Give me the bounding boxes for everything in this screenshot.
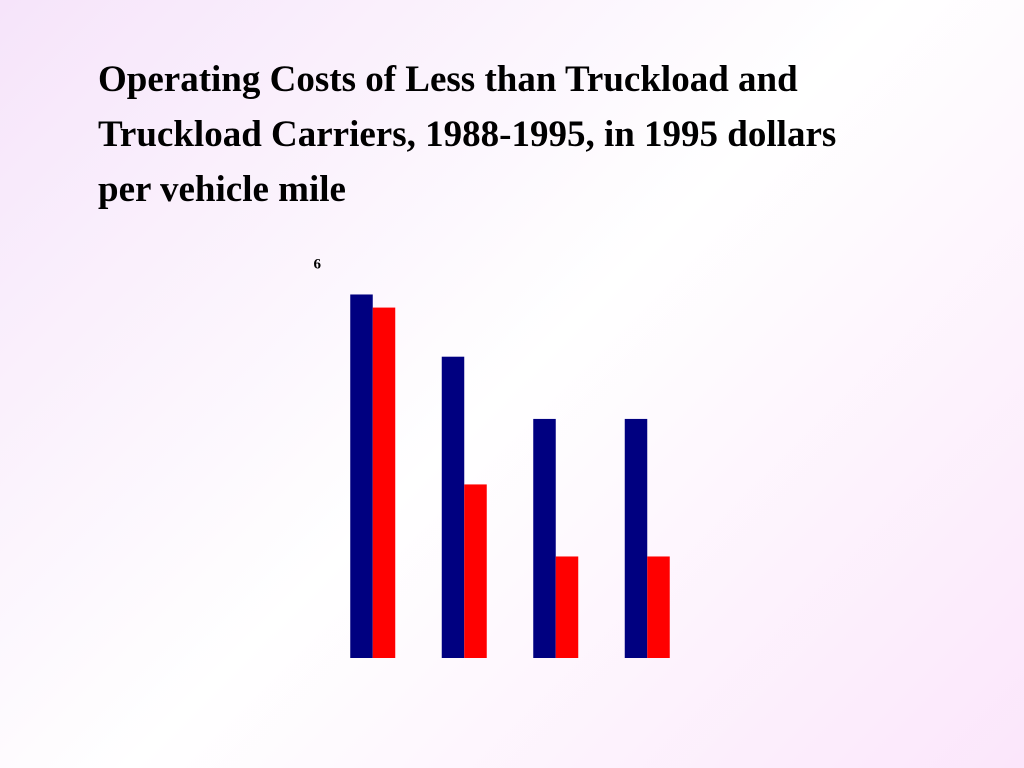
bar: [555, 556, 579, 658]
bar: [647, 556, 670, 658]
bar: [372, 307, 396, 658]
y-tick-label: 6: [314, 256, 322, 272]
bar: [624, 418, 648, 658]
bar: [350, 294, 373, 658]
chart-title: Operating Costs of Less than Truckload a…: [98, 59, 837, 210]
bar: [464, 484, 487, 658]
bar: [533, 418, 556, 658]
bar: [441, 356, 465, 658]
